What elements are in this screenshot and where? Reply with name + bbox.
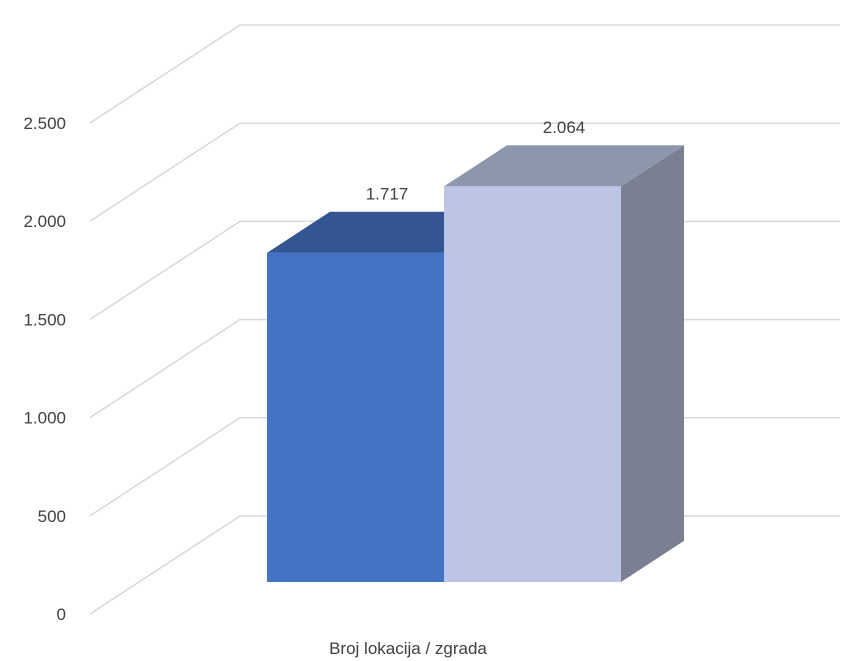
data-label-2: 2.064	[543, 118, 586, 137]
bars	[267, 145, 684, 583]
y-tick-label: 500	[38, 507, 66, 526]
gridline	[89, 122, 840, 222]
bar-front	[444, 186, 621, 583]
bar-front	[267, 252, 444, 582]
data-label-1: 1.717	[366, 185, 409, 204]
bar-top	[444, 145, 684, 187]
bar-side	[621, 145, 684, 582]
category-label: Broj lokacija / zgrada	[329, 639, 487, 658]
y-tick-label: 0	[57, 605, 66, 624]
y-tick-label: 1.500	[23, 310, 66, 329]
category-labels: Broj lokacija / zgrada	[329, 639, 487, 658]
y-tick-label: 1.000	[23, 409, 66, 428]
y-tick-label: 2.500	[23, 114, 66, 133]
y-tick-label: 2.000	[23, 212, 66, 231]
gridline	[89, 24, 840, 124]
data-labels: 1.717 2.064	[366, 118, 586, 204]
bar-2	[444, 145, 684, 583]
y-axis-ticks: 0 500 1.000 1.500 2.000 2.500	[23, 114, 66, 624]
